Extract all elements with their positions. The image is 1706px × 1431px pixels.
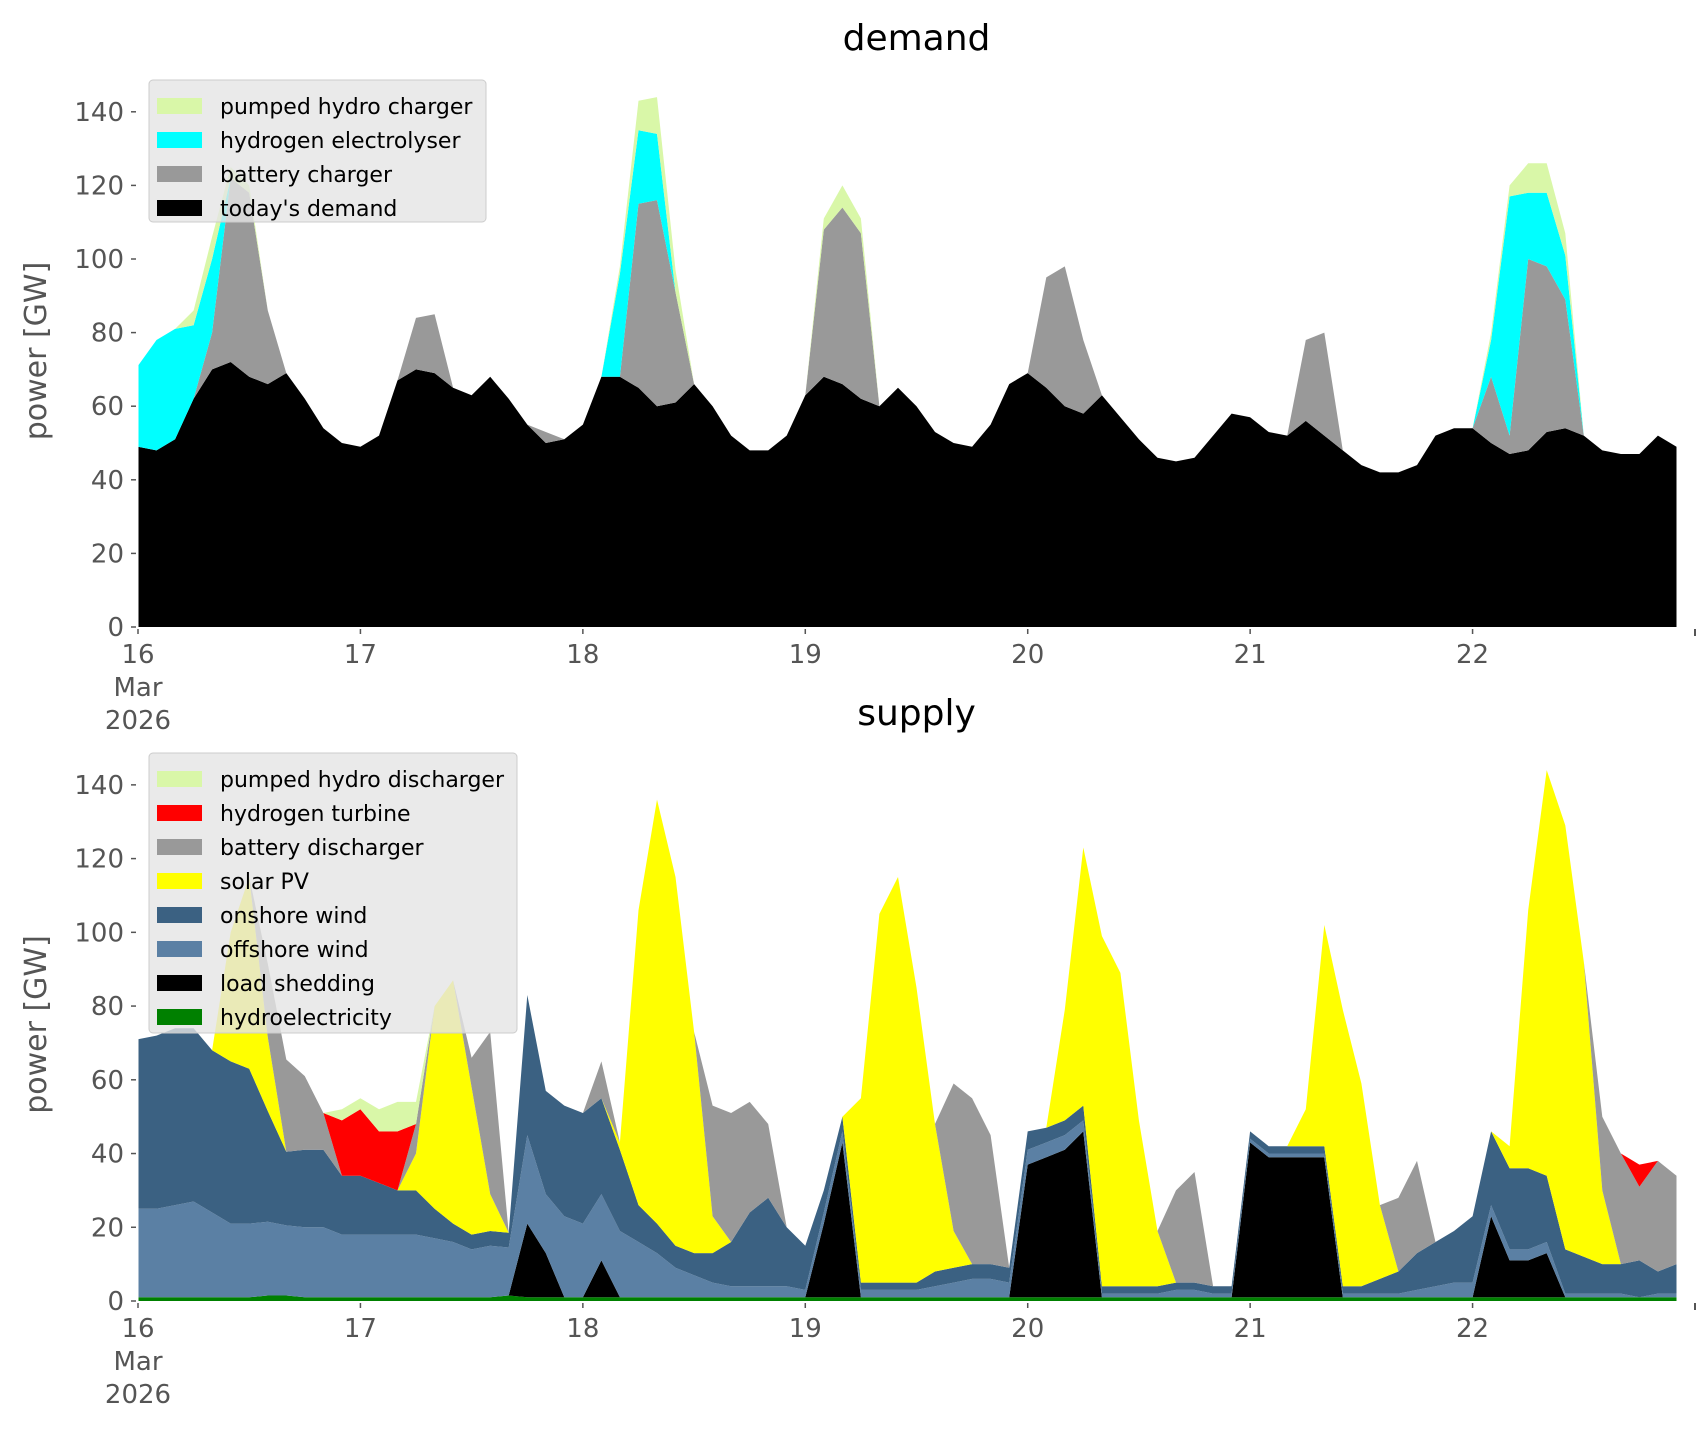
x-tick-label: Mar [113,673,162,703]
legend-label: offshore wind [220,938,369,963]
legend-swatch [157,805,202,821]
chart-title: demand [843,18,991,59]
legend-label: hydrogen electrolyser [220,129,461,154]
legend-swatch [157,873,202,889]
legend-label: hydrogen turbine [220,802,411,827]
x-tick-label: 18 [566,1314,599,1344]
x-tick-label: 17 [344,640,377,670]
legend-label: pumped hydro discharger [220,768,505,793]
y-tick-label: 80 [91,319,124,349]
y-axis-label: power [GW] [19,262,54,441]
legend-swatch [157,839,202,855]
x-tick-label: 2026 [105,1380,171,1410]
legend-swatch [157,98,202,114]
y-tick-label: 100 [74,918,124,948]
legend-label: battery charger [220,163,393,188]
area-load-shedding [138,1131,1677,1298]
legend-label: today's demand [220,197,397,222]
y-tick-label: 0 [107,613,124,643]
area-offshore-wind [138,1120,1677,1298]
y-tick-label: 0 [107,1287,124,1317]
x-tick-label: 21 [1234,640,1267,670]
y-tick-label: 20 [91,539,124,569]
x-tick-label: 22 [1456,1314,1489,1344]
x-tick-label: 16 [121,1314,154,1344]
y-tick-label: 100 [74,245,124,275]
area-onshore-wind [138,995,1677,1298]
y-tick-label: 40 [91,466,124,496]
x-tick-label: Mar [113,1347,162,1377]
legend-swatch [157,200,202,216]
x-tick-label: 16 [121,640,154,670]
legend-box [148,79,487,223]
y-tick-label: 40 [91,1140,124,1170]
legend-swatch [157,166,202,182]
y-tick-label: 140 [74,98,124,128]
legend: pumped hydro discharger hydrogen turbine b… [148,752,518,1034]
legend-swatch [157,975,202,991]
legend-label: pumped hydro charger [220,95,473,120]
x-tick-label: 22 [1456,640,1489,670]
y-tick-label: 120 [74,845,124,875]
legend-swatch [157,771,202,787]
y-tick-label: 120 [74,171,124,201]
x-tick-label: 20 [1011,640,1044,670]
x-tick-label: 18 [566,640,599,670]
legend-label: solar PV [220,870,309,895]
legend: pumped hydro charger hydrogen electrolyse… [148,79,487,223]
legend-swatch [157,1009,202,1025]
x-tick-label: 2026 [105,706,171,736]
y-tick-label: 60 [91,392,124,422]
chart-title: supply [857,693,976,734]
x-tick-label: 21 [1234,1314,1267,1344]
legend-box [148,752,518,1034]
legend-label: load shedding [220,972,375,997]
area-battery-charger [138,178,1677,473]
area-hydroelectricity [138,1295,1677,1301]
area-solar-pv [138,770,1677,1287]
x-tick-label: 17 [344,1314,377,1344]
legend-label: hydroelectricity [220,1006,392,1031]
legend-swatch [157,941,202,957]
x-tick-label: 20 [1011,1314,1044,1344]
y-axis-label: power [GW] [19,935,54,1114]
legend-label: onshore wind [220,904,367,929]
legend-swatch [157,907,202,923]
y-tick-label: 80 [91,992,124,1022]
y-tick-label: 60 [91,1066,124,1096]
y-tick-label: 20 [91,1213,124,1243]
legend-swatch [157,132,202,148]
area-today-s-demand [138,362,1677,627]
x-tick-label: 19 [789,640,822,670]
x-tick-label: 19 [789,1314,822,1344]
legend-label: battery discharger [220,836,425,861]
y-tick-label: 140 [74,771,124,801]
